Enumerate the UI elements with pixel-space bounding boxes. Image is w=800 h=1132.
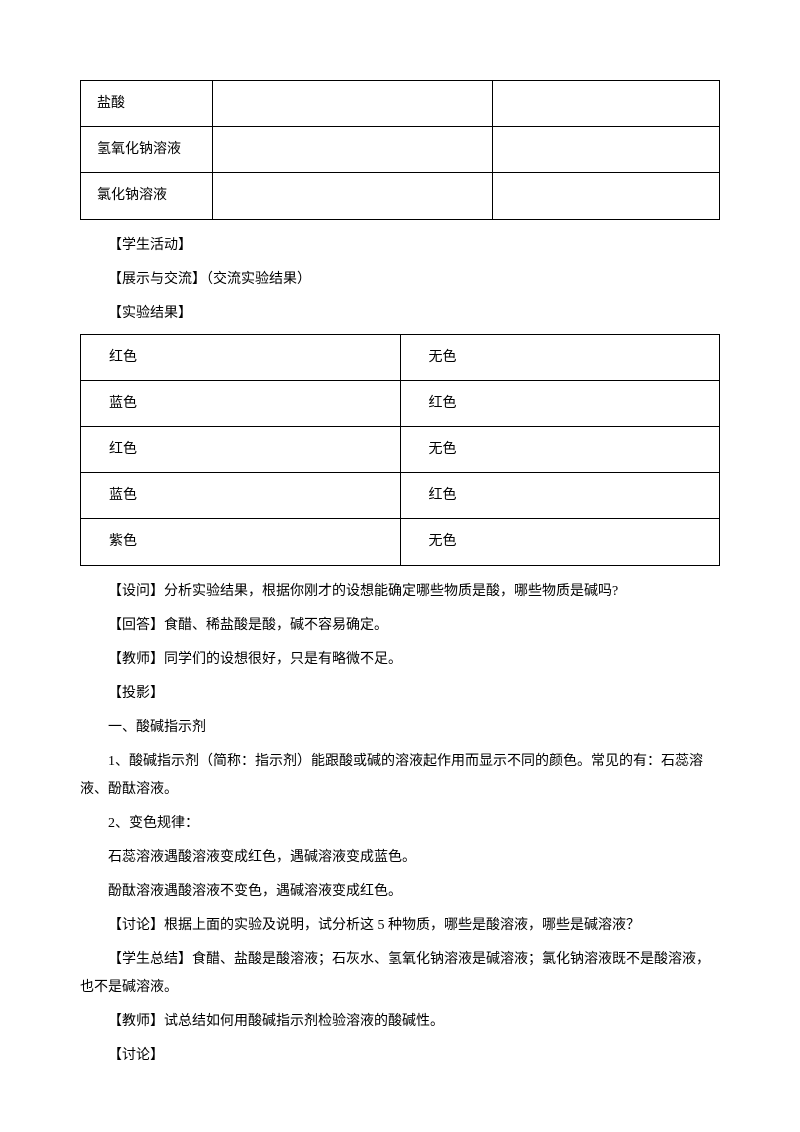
cell: 氢氧化钠溶液 (81, 127, 213, 173)
results-table: 红色 无色 蓝色 红色 红色 无色 蓝色 红色 紫色 无色 (80, 334, 720, 566)
cell: 红色 (81, 334, 401, 380)
paragraph: 【投影】 (80, 680, 720, 708)
cell (493, 81, 720, 127)
cell: 盐酸 (81, 81, 213, 127)
paragraph: 石蕊溶液遇酸溶液变成红色，遇碱溶液变成蓝色。 (80, 844, 720, 872)
cell (213, 81, 493, 127)
cell: 红色 (400, 380, 720, 426)
table-row: 紫色 无色 (81, 519, 720, 565)
cell: 红色 (81, 426, 401, 472)
paragraph: 【展示与交流】（交流实验结果） (80, 266, 720, 294)
paragraph: 一、酸碱指示剂 (80, 714, 720, 742)
paragraph: 【学生活动】 (80, 232, 720, 260)
cell: 紫色 (81, 519, 401, 565)
paragraph: 【讨论】 (80, 1042, 720, 1070)
cell (213, 127, 493, 173)
cell: 红色 (400, 473, 720, 519)
cell (493, 173, 720, 219)
paragraph: 【教师】同学们的设想很好，只是有略微不足。 (80, 646, 720, 674)
paragraph: 【学生总结】食醋、盐酸是酸溶液；石灰水、氢氧化钠溶液是碱溶液；氯化钠溶液既不是酸… (80, 946, 720, 1002)
paragraph: 1、酸碱指示剂（简称：指示剂）能跟酸或碱的溶液起作用而显示不同的颜色。常见的有：… (80, 748, 720, 804)
substance-table: 盐酸 氢氧化钠溶液 氯化钠溶液 (80, 80, 720, 220)
cell (493, 127, 720, 173)
table-row: 蓝色 红色 (81, 473, 720, 519)
paragraph: 【讨论】根据上面的实验及说明，试分析这 5 种物质，哪些是酸溶液，哪些是碱溶液？ (80, 912, 720, 940)
table-row: 盐酸 (81, 81, 720, 127)
cell: 氯化钠溶液 (81, 173, 213, 219)
cell: 蓝色 (81, 380, 401, 426)
cell: 无色 (400, 334, 720, 380)
table-row: 氢氧化钠溶液 (81, 127, 720, 173)
cell (213, 173, 493, 219)
cell: 无色 (400, 519, 720, 565)
paragraph: 2、变色规律： (80, 810, 720, 838)
table-row: 红色 无色 (81, 334, 720, 380)
table-row: 氯化钠溶液 (81, 173, 720, 219)
cell: 无色 (400, 426, 720, 472)
paragraph: 【回答】食醋、稀盐酸是酸，碱不容易确定。 (80, 612, 720, 640)
paragraph: 【实验结果】 (80, 300, 720, 328)
paragraph: 酚酞溶液遇酸溶液不变色，遇碱溶液变成红色。 (80, 878, 720, 906)
paragraph: 【教师】试总结如何用酸碱指示剂检验溶液的酸碱性。 (80, 1008, 720, 1036)
paragraph: 【设问】分析实验结果，根据你刚才的设想能确定哪些物质是酸，哪些物质是碱吗? (80, 578, 720, 606)
cell: 蓝色 (81, 473, 401, 519)
table-row: 蓝色 红色 (81, 380, 720, 426)
table-row: 红色 无色 (81, 426, 720, 472)
